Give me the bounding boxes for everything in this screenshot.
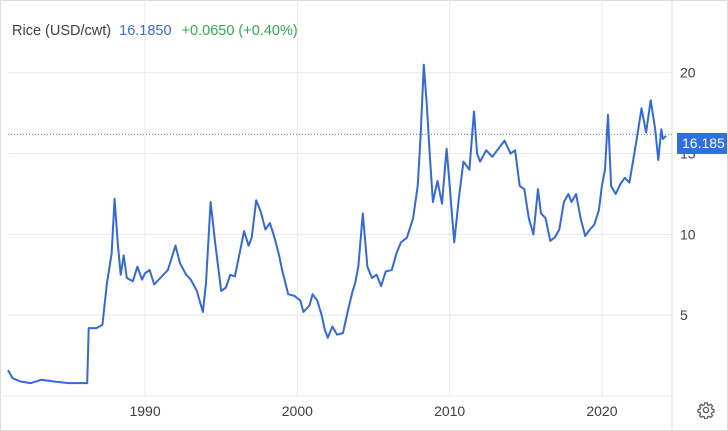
- y-tick-label: 20: [680, 65, 696, 81]
- series-line: [7, 63, 667, 385]
- x-tick-label: 1990: [129, 403, 160, 419]
- last-value-tag: 16.185: [677, 133, 727, 154]
- y-tick-label: 10: [680, 226, 696, 242]
- commodity-name: Rice (USD/cwt): [12, 23, 112, 39]
- x-tick-label: 2000: [282, 403, 313, 419]
- gear-icon[interactable]: [697, 401, 715, 419]
- x-tick-label: 2010: [434, 403, 465, 419]
- price-change: +0.0650 (+0.40%): [181, 23, 298, 39]
- y-tick-label: 5: [680, 307, 688, 323]
- x-tick-label: 2020: [586, 403, 617, 419]
